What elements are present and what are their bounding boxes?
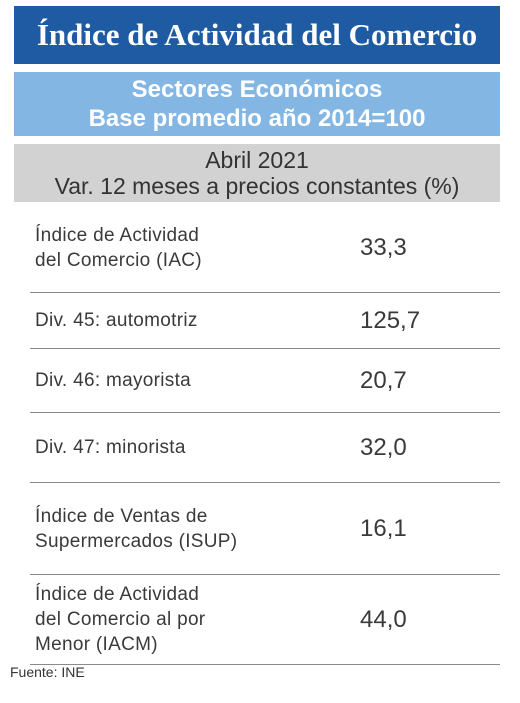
table-row-div46: Div. 46: mayorista 20,7 (30, 349, 500, 413)
sector-header-line1: Sectores Económicos (131, 76, 383, 103)
row-label: Índice de Actividad del Comercio (IAC) (30, 223, 202, 273)
row-label-line: Div. 46: mayorista (35, 370, 192, 391)
row-label-line: Índice de Actividad (35, 584, 200, 605)
row-label-line: Índice de Ventas de (35, 505, 208, 527)
row-label-line: Supermercados (ISUP) (35, 530, 238, 552)
row-value: 20,7 (360, 366, 407, 394)
table-row-iacm: Índice de Actividad del Comercio al por … (30, 575, 500, 665)
table-row-div45: Div. 45: automotriz 125,7 (30, 293, 500, 349)
row-label-line: del Comercio al por (35, 609, 206, 630)
period-header-line1: Abril 2021 (205, 147, 309, 173)
row-label-line: Índice de Actividad (35, 224, 200, 246)
row-value: 44,0 (360, 605, 407, 633)
row-value: 32,0 (360, 433, 407, 461)
row-label-line: Div. 47: minorista (35, 437, 186, 458)
row-label-line: Menor (IACM) (35, 634, 158, 655)
row-value: 125,7 (360, 306, 421, 334)
sector-header-line2: Base promedio año 2014=100 (88, 105, 426, 132)
row-label: Índice de Ventas de Supermercados (ISUP) (30, 504, 237, 554)
sector-header: Sectores Económicos Base promedio año 20… (14, 72, 500, 136)
row-value: 16,1 (360, 514, 407, 542)
row-label: Div. 47: minorista (30, 435, 186, 460)
table-row-isup: Índice de Ventas de Supermercados (ISUP)… (30, 483, 500, 575)
row-label-line: del Comercio (IAC) (35, 249, 202, 271)
row-label: Div. 46: mayorista (30, 368, 191, 393)
table-row-div47: Div. 47: minorista 32,0 (30, 413, 500, 483)
row-label: Índice de Actividad del Comercio al por … (30, 582, 205, 657)
title-text: Índice de Actividad del Comercio (36, 17, 478, 52)
period-header: Abril 2021 Var. 12 meses a precios const… (14, 144, 500, 202)
table-row-iac: Índice de Actividad del Comercio (IAC) 3… (30, 203, 500, 293)
period-header-line2: Var. 12 meses a precios constantes (%) (54, 173, 460, 199)
row-label: Div. 45: automotriz (30, 308, 198, 333)
indicator-table: Índice de Actividad del Comercio (IAC) 3… (30, 203, 500, 665)
page-title: Índice de Actividad del Comercio (14, 6, 500, 64)
row-value: 33,3 (360, 233, 407, 261)
source-note: Fuente: INE (10, 664, 85, 680)
row-label-line: Div. 45: automotriz (35, 310, 198, 331)
